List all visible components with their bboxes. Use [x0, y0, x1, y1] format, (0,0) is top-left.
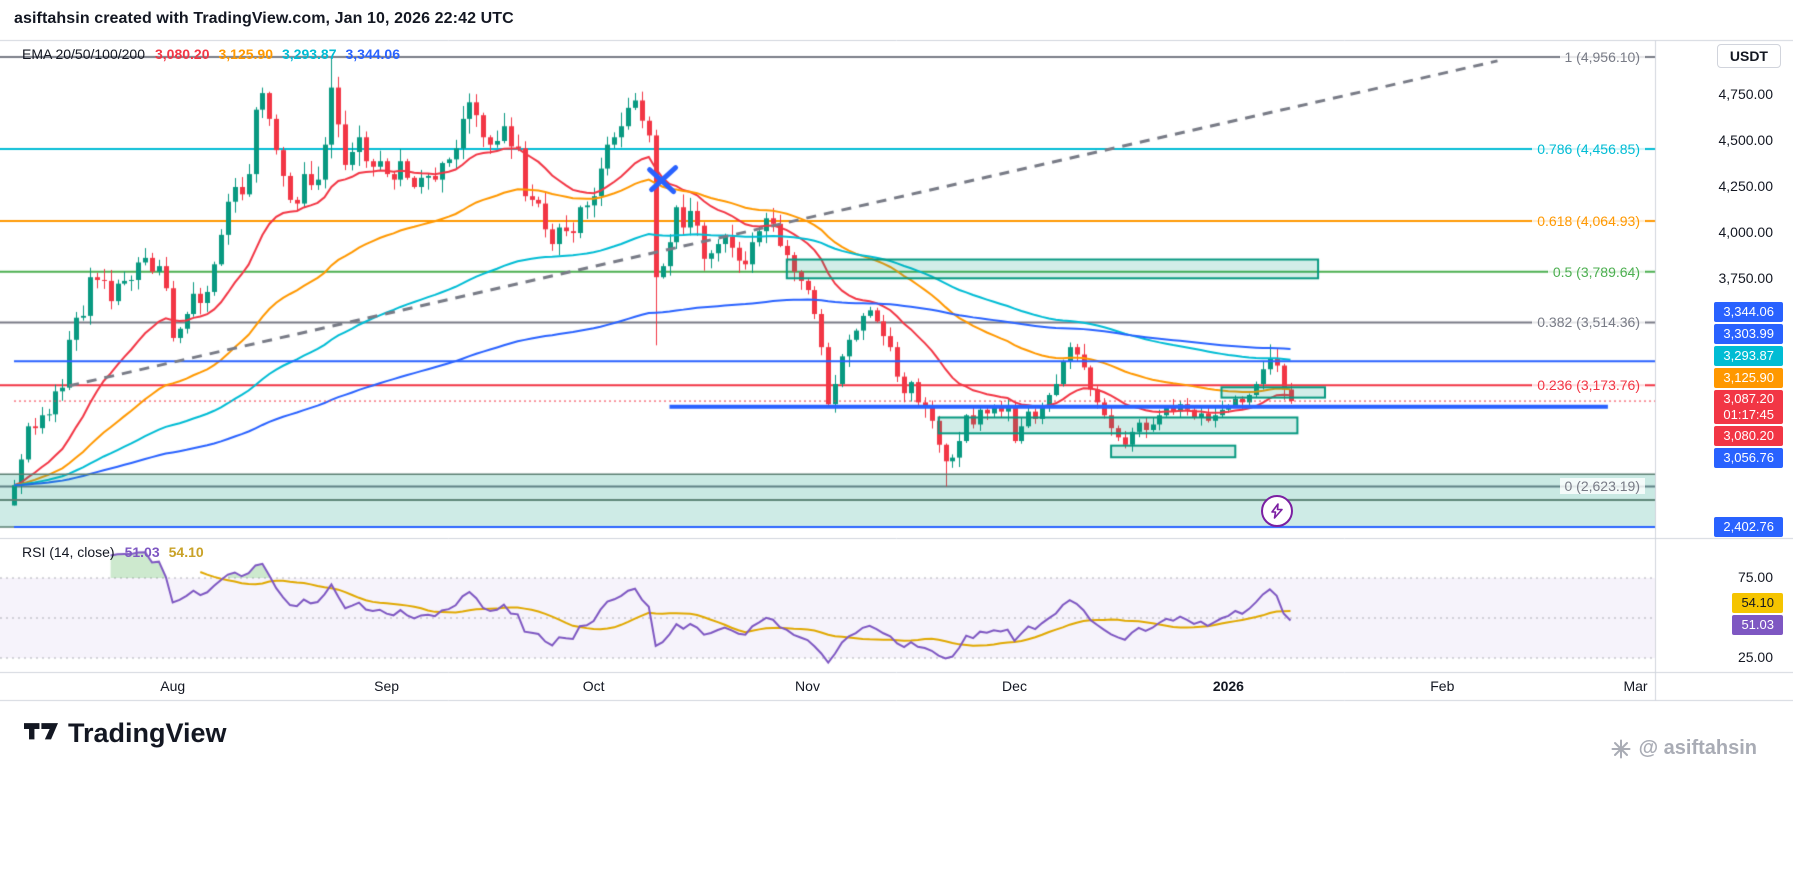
quote-currency-label: USDT	[1716, 44, 1781, 68]
price-tick-label: 4,000.00	[1718, 224, 1774, 241]
fib-level-label: 0 (2,623.19)	[1559, 478, 1645, 495]
rsi-value-badge: 51.03	[1732, 614, 1783, 635]
price-badge: 3,303.99	[1714, 324, 1783, 345]
time-axis-label: Nov	[795, 678, 820, 694]
price-badge: 3,293.87	[1714, 346, 1783, 367]
snowflake-icon	[1611, 739, 1631, 758]
username-watermark-text: @ asiftahsin	[1638, 737, 1757, 759]
ema-value: 3,344.06	[345, 46, 401, 62]
price-badge: 3,344.06	[1714, 302, 1783, 323]
time-axis-label: Aug	[160, 678, 186, 694]
rsi-tick-label: 25.00	[1737, 649, 1773, 665]
fib-level-label: 0.5 (3,789.64)	[1547, 263, 1645, 280]
ema-value: 3,293.87	[282, 46, 337, 62]
time-axis-label: Mar	[1623, 678, 1648, 694]
rsi-indicator-legend[interactable]: RSI (14, close) 51.03 54.10	[22, 544, 213, 560]
ema-value: 3,080.20	[155, 46, 210, 62]
rsi-tick-label: 75.00	[1737, 569, 1773, 585]
tradingview-logo[interactable]: TradingView	[24, 718, 227, 749]
ema-indicator-legend[interactable]: EMA 20/50/100/200 3,080.20 3,125.90 3,293.8…	[22, 46, 409, 62]
price-tick-label: 3,750.00	[1718, 270, 1774, 287]
ema-value: 3,125.90	[218, 46, 274, 62]
price-badge: 3,056.76	[1714, 447, 1783, 468]
price-tick-label: 4,500.00	[1718, 131, 1774, 148]
rsi-value: 51.03	[124, 544, 160, 560]
fib-level-label: 0.786 (4,456.85)	[1532, 140, 1645, 157]
fib-level-label: 0.618 (4,064.93)	[1532, 213, 1645, 230]
lightning-icon	[1270, 503, 1283, 519]
attribution-text: asiftahsin created with TradingView.com,…	[14, 10, 514, 27]
fib-level-label: 1 (4,956.10)	[1559, 49, 1645, 65]
bar-countdown: 01:17:45	[1723, 407, 1774, 423]
fib-level-label: 0.382 (3,514.36)	[1532, 314, 1645, 331]
time-axis-label: Sep	[374, 678, 400, 694]
price-scale-axis[interactable]: USDT 4,750.00 4,500.00 4,250.00 4,000.00 3,7…	[1655, 40, 1793, 700]
ema-legend-label: EMA 20/50/100/200	[22, 46, 145, 62]
lightning-bolt-marker	[1260, 495, 1293, 527]
tradingview-logo-icon	[24, 722, 58, 739]
price-badge: 3,125.90	[1714, 368, 1783, 389]
price-tick-label: 4,250.00	[1718, 177, 1774, 194]
time-axis-label: Oct	[582, 678, 605, 694]
rsi-value-badge: 54.10	[1732, 592, 1783, 613]
rsi-legend-label: RSI (14, close)	[22, 544, 115, 560]
fib-level-label: 0.236 (3,173.76)	[1532, 377, 1645, 394]
time-axis-label: Dec	[1002, 678, 1027, 694]
price-badge: 2,402.76	[1714, 517, 1783, 538]
time-axis-label: 2026	[1212, 678, 1244, 694]
rsi-value: 54.10	[168, 544, 204, 560]
current-price-badge: 3,087.20 01:17:45	[1714, 390, 1783, 425]
tradingview-logo-text: TradingView	[68, 718, 227, 748]
time-axis-label: Feb	[1430, 678, 1455, 694]
time-scale-axis[interactable]: Aug Sep Oct Nov Dec 2026 Feb Mar	[0, 672, 1655, 700]
price-badge: 3,080.20	[1714, 425, 1783, 446]
username-watermark: @ asiftahsin	[1611, 737, 1757, 760]
price-tick-label: 4,750.00	[1718, 85, 1774, 102]
